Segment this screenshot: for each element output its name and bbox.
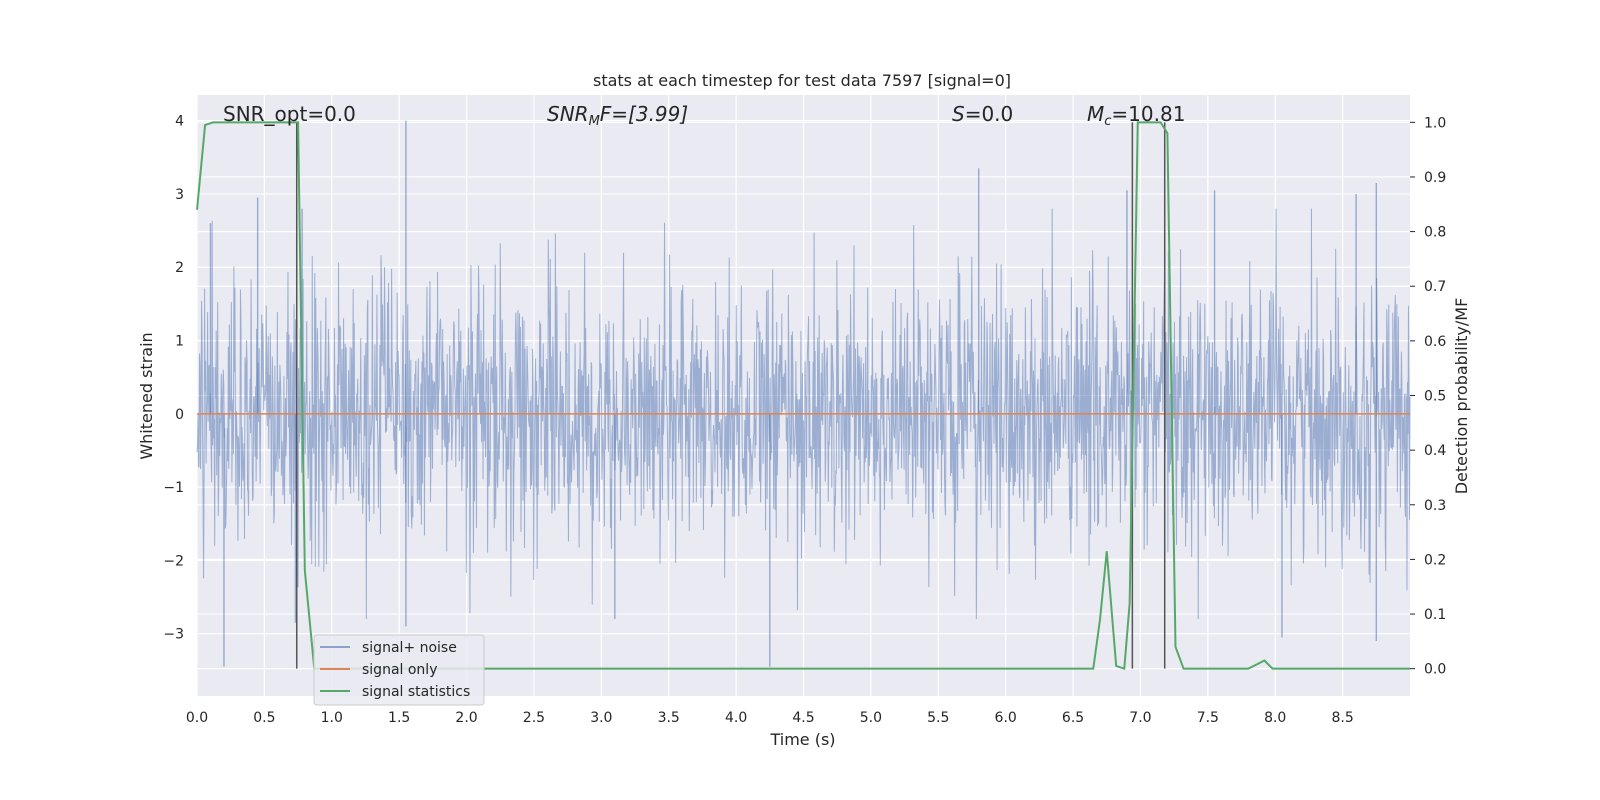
legend: signal+ noise signal only signal statist… bbox=[313, 634, 485, 706]
series-signal-statistics bbox=[196, 121, 1410, 671]
y-right-tick-label: 0.4 bbox=[1424, 443, 1446, 459]
x-tick-label: 2.0 bbox=[455, 710, 477, 726]
y-right-tick-label: 0.6 bbox=[1424, 334, 1446, 350]
y-axis-right-ticks: 1.0 0.9 0.8 0.7 0.6 0.5 0.4 0.3 0.2 0.1 0.0 bbox=[1410, 115, 1446, 678]
y-right-tick-label: 0.2 bbox=[1424, 552, 1446, 568]
x-axis-label: Time (s) bbox=[769, 730, 835, 749]
grid bbox=[196, 95, 1410, 696]
x-tick-label: 3.5 bbox=[658, 710, 680, 726]
y-right-tick-label: 0.7 bbox=[1424, 279, 1446, 295]
x-tick-label: 1.5 bbox=[388, 710, 410, 726]
y-left-tick-label: 3 bbox=[175, 187, 184, 203]
annotation-mc: Mc=10.81 bbox=[1087, 102, 1185, 129]
x-tick-label: 6.5 bbox=[1062, 710, 1084, 726]
y-left-tick-label: −3 bbox=[163, 627, 184, 643]
y-left-tick-label: 2 bbox=[175, 260, 184, 276]
x-tick-label: 4.0 bbox=[725, 710, 747, 726]
y-left-tick-label: −1 bbox=[163, 480, 184, 496]
chart-title: stats at each timestep for test data 759… bbox=[593, 71, 1011, 90]
y-left-tick-label: 1 bbox=[175, 334, 184, 350]
y-right-tick-label: 0.9 bbox=[1424, 170, 1446, 186]
legend-label-signal-statistics: signal statistics bbox=[362, 684, 470, 700]
y-right-tick-label: 0.5 bbox=[1424, 389, 1446, 405]
y-right-tick-label: 0.8 bbox=[1424, 225, 1446, 241]
x-tick-label: 7.5 bbox=[1197, 710, 1219, 726]
x-tick-label: 5.5 bbox=[927, 710, 949, 726]
x-tick-label: 1.0 bbox=[321, 710, 343, 726]
y-axis-left-ticks: 4 3 2 1 0 −1 −2 −3 bbox=[163, 114, 184, 643]
signal-statistics-line bbox=[196, 121, 1410, 671]
y-axis-left-label: Whitened strain bbox=[137, 332, 156, 459]
x-tick-label: 8.0 bbox=[1264, 710, 1286, 726]
x-tick-label: 0.5 bbox=[253, 710, 275, 726]
y-left-tick-label: 0 bbox=[175, 407, 184, 423]
legend-label-signal-only: signal only bbox=[362, 662, 437, 678]
y-left-tick-label: −2 bbox=[163, 553, 184, 569]
series-signal-noise bbox=[196, 120, 1411, 667]
noise-trace bbox=[196, 208, 1411, 620]
x-tick-label: 8.5 bbox=[1331, 710, 1353, 726]
x-tick-label: 4.5 bbox=[792, 710, 814, 726]
legend-label-signal-noise: signal+ noise bbox=[362, 640, 457, 656]
x-tick-label: 0.0 bbox=[186, 710, 208, 726]
y-right-tick-label: 0.3 bbox=[1424, 498, 1446, 514]
annotation-s: S=0.0 bbox=[952, 102, 1013, 126]
annotation-snr-opt: SNR_opt=0.0 bbox=[223, 102, 356, 126]
y-left-tick-label: 4 bbox=[175, 114, 184, 130]
y-axis-right-label: Detection probability/MF bbox=[1452, 298, 1471, 495]
y-right-tick-label: 0.0 bbox=[1424, 662, 1446, 678]
x-tick-label: 7.0 bbox=[1129, 710, 1151, 726]
y-right-tick-label: 0.1 bbox=[1424, 607, 1446, 623]
x-tick-label: 2.5 bbox=[523, 710, 545, 726]
x-tick-label: 3.0 bbox=[590, 710, 612, 726]
legend-box bbox=[313, 634, 485, 706]
x-axis-ticks: 0.0 0.5 1.0 1.5 2.0 2.5 3.0 3.5 4.0 4.5 5.0 5.5 6.0 6… bbox=[186, 710, 1354, 726]
x-tick-label: 5.0 bbox=[860, 710, 882, 726]
y-right-tick-label: 1.0 bbox=[1424, 115, 1446, 131]
x-tick-label: 6.0 bbox=[995, 710, 1017, 726]
annotation-snr-mf: SNRMF=[3.99] bbox=[547, 102, 688, 129]
